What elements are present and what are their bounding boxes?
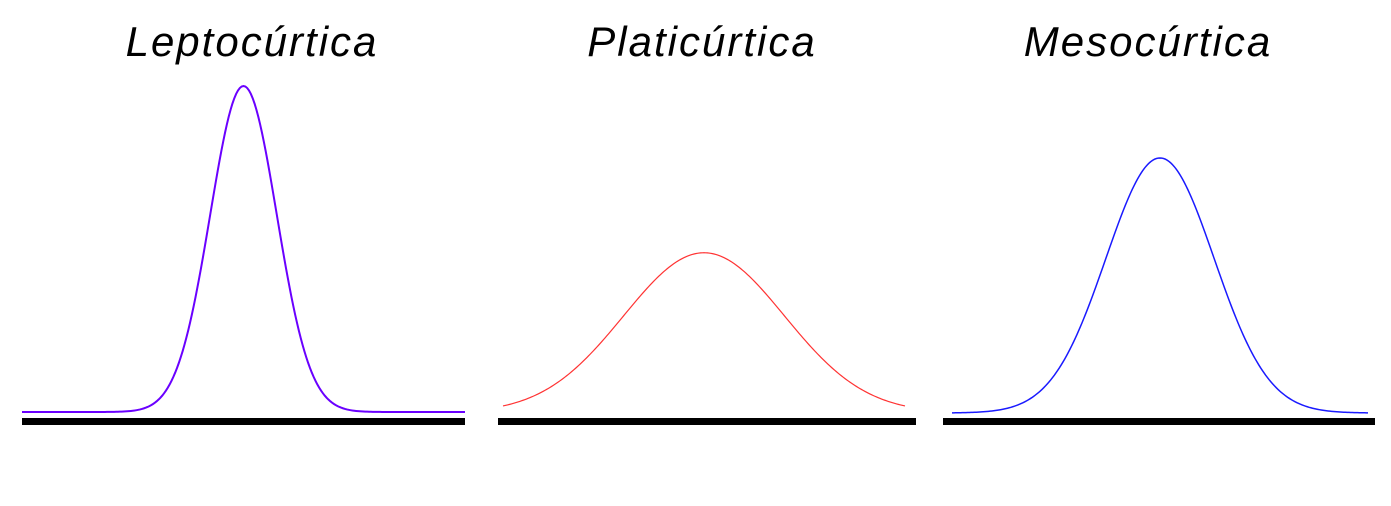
- panel-leptokurtic: Leptocúrtica: [22, 18, 465, 425]
- baseline-mesokurtic: [943, 418, 1375, 425]
- panel-title-platykurtic: Platicúrtica: [587, 18, 816, 65]
- panel-title-mesokurtic: Mesocúrtica: [1024, 18, 1272, 65]
- platykurtic-curve: [502, 252, 906, 407]
- panel-mesokurtic: Mesocúrtica: [943, 18, 1375, 425]
- leptokurtic-curve: [22, 84, 465, 413]
- baseline-leptokurtic: [22, 418, 465, 425]
- mesokurtic-curve: [951, 157, 1369, 414]
- panel-title-leptokurtic: Leptocúrtica: [126, 18, 379, 65]
- panel-platykurtic: Platicúrtica: [498, 18, 916, 425]
- baseline-platykurtic: [498, 418, 916, 425]
